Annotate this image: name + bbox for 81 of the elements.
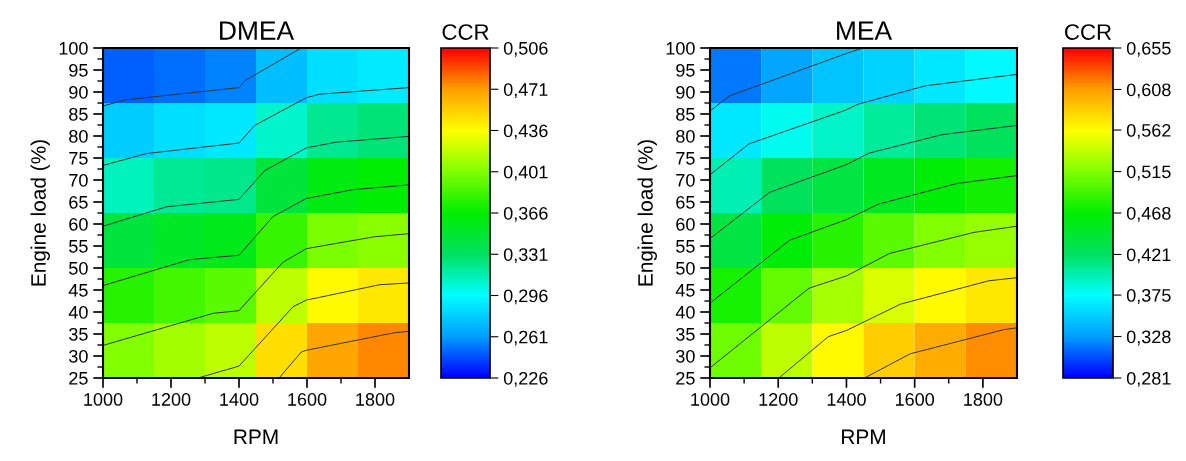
y-tick-label: 25 (69, 371, 88, 385)
color-bar-label: 0,401 (503, 165, 548, 181)
line-series (103, 233, 409, 346)
color-bar-label: 0,421 (1126, 248, 1171, 264)
y-tick-label: 75 (69, 152, 88, 165)
y-tick-label: 60 (69, 217, 88, 231)
x-tick-label: 1400 (220, 393, 259, 406)
y-tick-label: 25 (676, 371, 695, 385)
y-tick-label: 65 (69, 195, 88, 209)
color-bar-label: 0,261 (503, 330, 548, 346)
color-bar-title: CCR (1065, 24, 1112, 40)
x-axis-title: RPM (234, 429, 278, 444)
y-tick-label: 30 (676, 349, 695, 363)
line-series (103, 87, 409, 166)
y-tick-label: 40 (675, 305, 695, 319)
x-tick-label: 1800 (964, 393, 1003, 406)
color-bar-label: 0,366 (503, 206, 548, 222)
y-tick-label: 35 (69, 327, 88, 341)
y-tick-label: 60 (676, 217, 695, 231)
x-axis-title: RPM (842, 429, 885, 444)
y-tick-label: 90 (676, 85, 695, 99)
color-bar-label: 0,506 (503, 41, 548, 57)
x-tick-label: 1000 (84, 393, 123, 406)
line-series (710, 48, 864, 112)
y-tick-label: 100 (666, 41, 695, 55)
color-bar-label: 0,331 (503, 248, 548, 264)
y-tick-label: 75 (676, 152, 695, 165)
y-tick-label: 35 (676, 327, 695, 341)
line-series (278, 330, 409, 378)
line-series (710, 73, 1017, 176)
y-tick-label: 80 (69, 129, 88, 143)
y-axis-title: Engine load (%) (637, 140, 657, 286)
y-tick-label: 55 (69, 240, 88, 253)
color-bar-label: 0,562 (1126, 123, 1171, 139)
y-tick-label: 40 (68, 305, 88, 319)
color-bar-label: 0,468 (1126, 206, 1171, 222)
line-series (710, 124, 1017, 240)
y-tick-label: 70 (69, 173, 88, 187)
chart-title: DMEA (220, 21, 295, 40)
y-tick-label: 45 (68, 284, 88, 297)
chart-title: MEA (837, 21, 893, 40)
color-bar-label: 0,375 (1126, 288, 1171, 304)
color-bar-label: 0,471 (503, 83, 548, 99)
y-tick-label: 85 (69, 107, 88, 121)
x-tick-label: 1400 (827, 393, 866, 406)
color-bar-label: 0,226 (503, 371, 548, 387)
y-axis-title: Engine load (%) (30, 140, 50, 286)
line-series (710, 225, 1017, 369)
y-tick-label: 70 (676, 173, 695, 187)
x-tick-label: 1000 (691, 393, 730, 406)
line-series (103, 48, 302, 107)
line-series (710, 175, 1017, 304)
x-tick-label: 1200 (759, 393, 798, 406)
color-bar-label: 0,436 (503, 124, 548, 140)
color-bar-label: 0,296 (503, 289, 548, 305)
color-bar-label: 0,328 (1126, 330, 1171, 346)
color-bar-label: 0,281 (1126, 371, 1171, 387)
x-tick-label: 1600 (288, 393, 327, 406)
y-tick-label: 80 (676, 129, 695, 143)
x-tick-label: 1200 (152, 393, 191, 406)
y-tick-label: 65 (676, 195, 695, 209)
color-bar-title: CCR (442, 24, 489, 40)
y-tick-label: 85 (676, 107, 695, 121)
y-tick-label: 45 (675, 284, 695, 297)
line-series (103, 135, 409, 227)
x-tick-label: 1600 (895, 393, 935, 406)
line-series (103, 184, 409, 287)
y-tick-label: 90 (69, 85, 88, 99)
x-tick-label: 1800 (356, 393, 395, 406)
color-bar-label: 0,608 (1126, 83, 1171, 99)
line-series (778, 277, 1017, 378)
y-tick-label: 95 (69, 63, 88, 77)
y-tick-label: 95 (676, 63, 695, 77)
color-bar-label: 0,655 (1126, 41, 1171, 57)
y-tick-label: 50 (69, 261, 88, 275)
y-tick-label: 30 (69, 349, 88, 363)
line-series (864, 327, 1017, 378)
color-bar-label: 0,515 (1126, 165, 1171, 181)
y-tick-label: 55 (676, 240, 695, 253)
y-tick-label: 50 (676, 261, 695, 275)
y-tick-label: 100 (59, 41, 88, 55)
